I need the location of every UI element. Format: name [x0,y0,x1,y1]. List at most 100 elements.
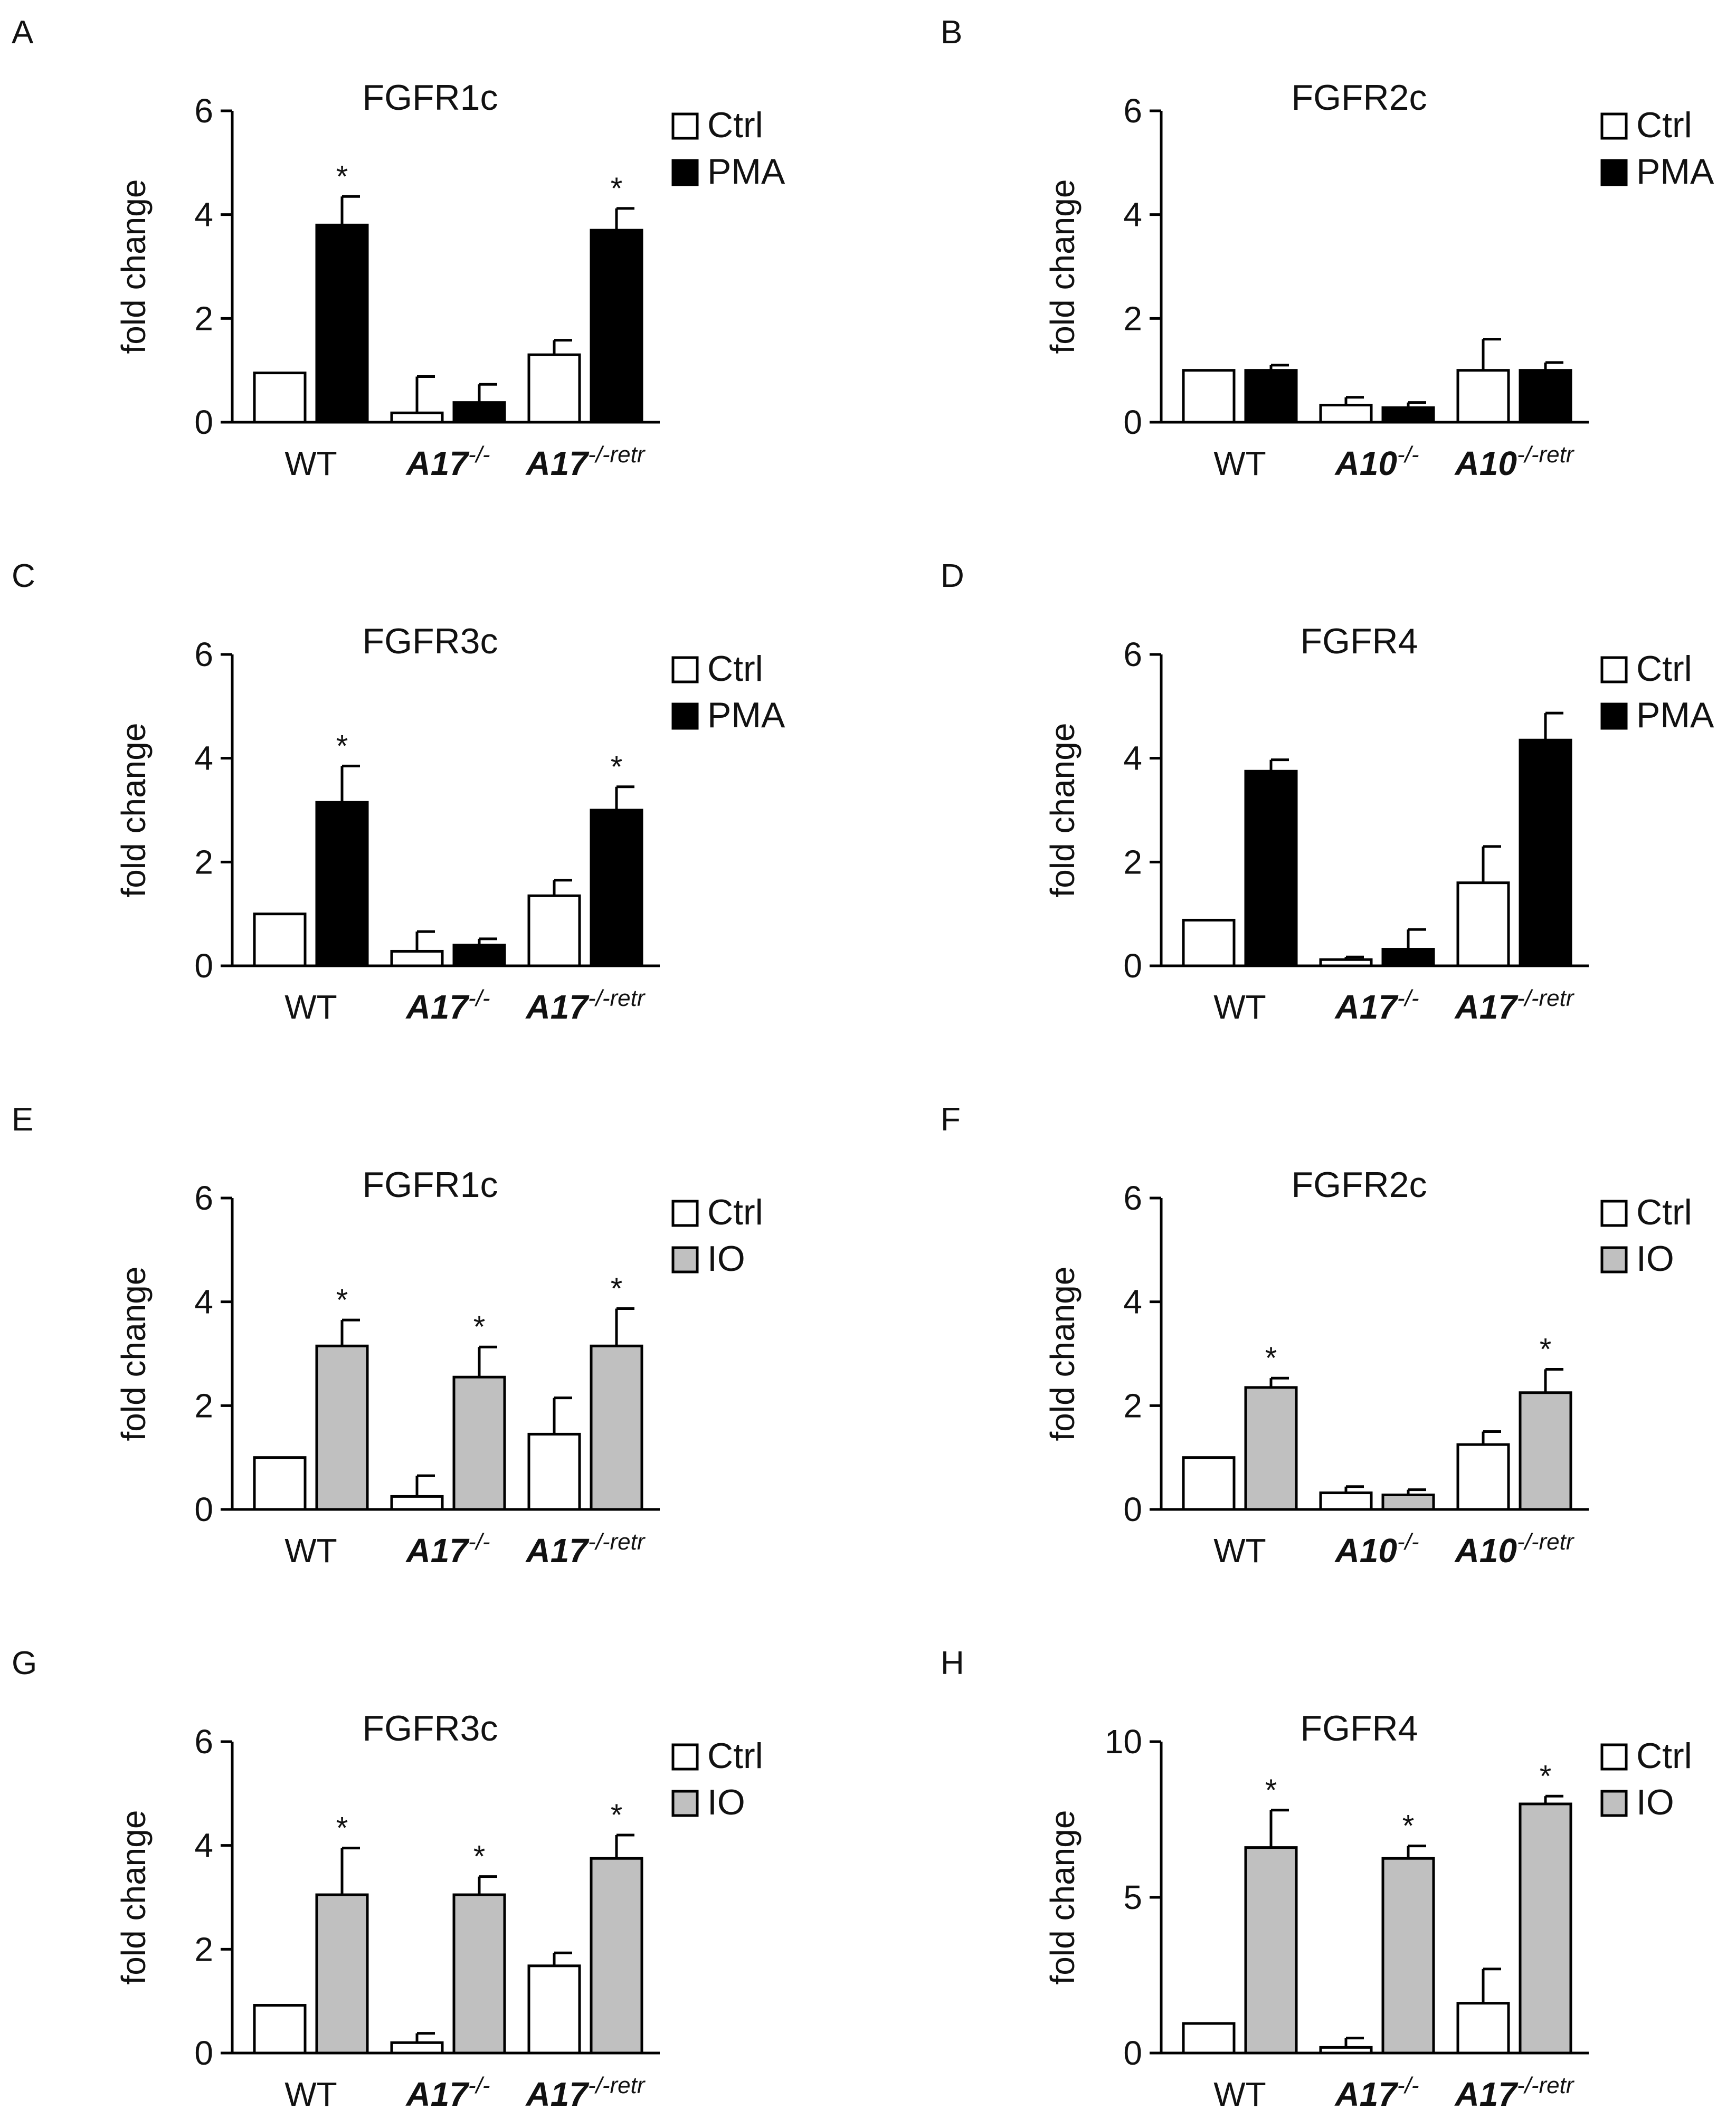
category-main: A17 [525,1532,590,1570]
bar-ctrl-1 [253,2004,307,2055]
bar-ctrl-3 [527,353,581,424]
bar-ctrl-2 [390,2041,444,2055]
category-superscript: -/- [468,442,490,468]
y-tick-label: 5 [1123,1878,1142,1916]
y-tick-label: 6 [194,1179,213,1217]
category-main: A17 [1334,2075,1399,2113]
y-tick-label: 0 [194,1490,213,1528]
chart-title: FGFR4 [1301,621,1418,661]
chart-title: FGFR2c [1292,78,1427,118]
y-tick-label: 4 [1123,196,1142,234]
category-label: A17-/-retr [1454,2073,1575,2113]
legend-label-ctrl: Ctrl [707,1192,763,1232]
legend-swatch-pma [1600,702,1628,730]
category-main: WT [284,444,337,482]
bar-ctrl-3 [1456,1443,1510,1511]
significance-star: * [473,1840,486,1874]
category-main: A17 [1334,988,1399,1026]
bar-ctrl-1 [1182,369,1236,424]
category-label: A10-/- [1334,442,1419,482]
bar-io-1 [315,1344,369,1511]
category-superscript: -/- [1397,985,1419,1011]
category-label: A17-/-retr [525,985,646,1026]
bar-ctrl-3 [527,1964,581,2055]
y-axis-label: fold change [1044,1267,1082,1441]
y-tick-label: 4 [194,196,213,234]
category-main: A10 [1454,444,1517,482]
chart-title: FGFR2c [1292,1165,1427,1205]
bar-ctrl-1 [253,372,307,424]
y-tick-label: 4 [1123,1283,1142,1321]
category-label: WT [284,444,337,482]
category-main: A17 [525,988,590,1026]
significance-star: * [1265,1773,1277,1808]
y-tick-label: 0 [1123,947,1142,985]
category-main: WT [1213,988,1266,1026]
category-superscript: -/-retr [1517,2073,1575,2098]
category-label: A17-/- [405,985,490,1026]
category-main: A17 [525,444,590,482]
category-main: A10 [1334,1532,1397,1570]
bar-io-3 [1519,1391,1572,1511]
category-main: A10 [1454,1532,1517,1570]
category-label: A17-/-retr [1454,985,1575,1026]
legend-label-pma: PMA [1636,695,1714,735]
y-tick-label: 0 [194,403,213,441]
y-axis-label: fold change [115,179,153,354]
y-tick-label: 6 [1123,1179,1142,1217]
y-axis-label: fold change [1044,179,1082,354]
y-tick-label: 4 [1123,739,1142,777]
category-main: WT [1213,444,1266,482]
category-main: A17 [405,2075,470,2113]
legend-swatch-pma [1600,159,1628,186]
category-label: A10-/-retr [1454,1529,1575,1570]
bar-pma-2 [452,944,506,967]
category-main: WT [284,2075,337,2113]
legend-label-io: IO [1636,1782,1674,1822]
legend-label-io: IO [707,1782,745,1822]
bar-pma-2 [1381,948,1435,967]
legend-label-io: IO [707,1239,745,1279]
panel-letter: C [12,558,35,594]
chart-title: FGFR1c [363,78,498,118]
legend-swatch-ctrl [671,656,699,683]
category-label: A17-/- [1334,985,1419,1026]
bar-io-3 [590,1857,643,2055]
significance-star: * [1540,1333,1552,1367]
y-tick-label: 2 [194,299,213,337]
significance-star: * [473,1310,486,1344]
legend-swatch-ctrl [1600,112,1628,140]
legend-swatch-io [1600,1246,1628,1274]
y-tick-label: 2 [194,843,213,881]
category-main: A17 [525,2075,590,2113]
bar-pma-3 [1519,738,1572,967]
significance-star: * [611,750,623,784]
bar-ctrl-3 [527,894,581,967]
legend-swatch-io [671,1790,699,1817]
category-main: A17 [405,1532,470,1570]
panel-letter: D [941,558,964,594]
legend-swatch-ctrl [671,1743,699,1771]
significance-star: * [336,729,348,763]
legend-swatch-ctrl [671,1200,699,1227]
y-tick-label: 6 [1123,635,1142,673]
category-label: A10-/-retr [1454,442,1575,482]
category-label: A17-/-retr [525,2073,646,2113]
significance-star: * [611,172,623,206]
legend-swatch-io [1600,1790,1628,1817]
legend-swatch-pma [671,702,699,730]
chart-title: FGFR4 [1301,1708,1418,1749]
legend-label-ctrl: Ctrl [1636,1736,1692,1776]
category-main: A10 [1334,444,1397,482]
y-tick-label: 0 [194,947,213,985]
bar-ctrl-2 [1319,1491,1373,1511]
category-label: WT [1213,2075,1266,2113]
category-superscript: -/- [1397,1529,1419,1555]
y-tick-label: 0 [1123,2034,1142,2072]
